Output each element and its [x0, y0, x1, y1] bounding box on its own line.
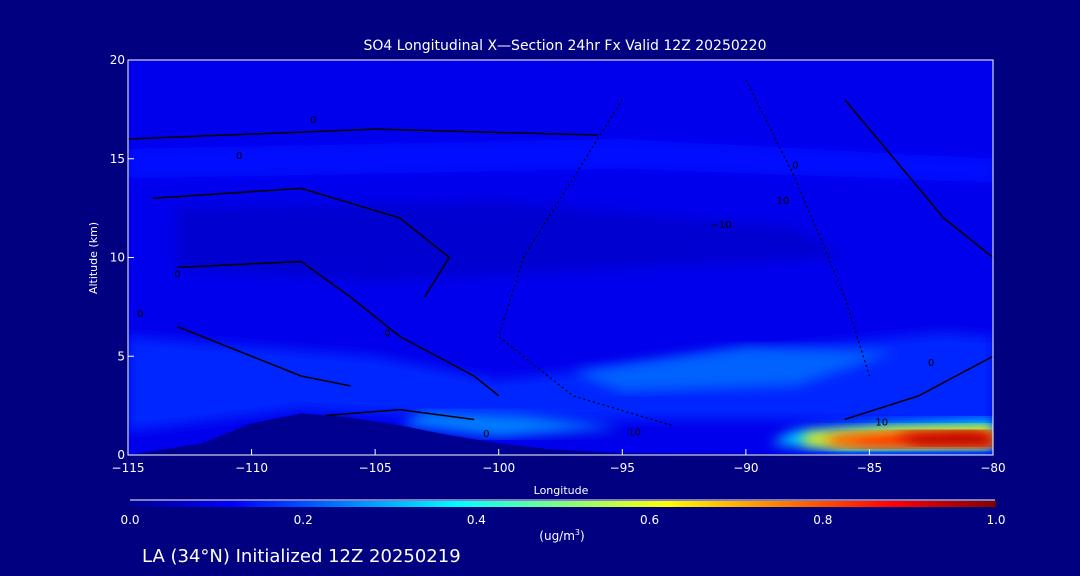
contour-line	[152, 187, 451, 298]
y-tick-label: 15	[110, 152, 125, 166]
x-tick-label: −95	[610, 461, 635, 475]
chart-title: SO4 Longitudinal X—Section 24hr Fx Valid…	[364, 38, 767, 54]
field-region	[177, 202, 845, 282]
y-axis-label: Altitude (km)	[87, 222, 100, 294]
x-tick-label: −105	[359, 461, 392, 475]
contour-line	[177, 260, 500, 397]
contour-label: −10	[711, 220, 732, 231]
concentration-field: 0 0 0 0 0 0 10 10 10 −10 0 0	[128, 60, 993, 455]
contour-label: 0	[310, 115, 316, 126]
colorbar-tick-label: 0.4	[467, 513, 486, 527]
contour-line	[844, 99, 993, 259]
colorbar-tick-label: 0.2	[294, 513, 313, 527]
field-region	[128, 139, 993, 183]
y-tick-label: 10	[110, 251, 125, 265]
field-region	[572, 346, 895, 392]
contour-label: 0	[928, 358, 934, 369]
field-region	[399, 411, 623, 438]
contour-label: 10	[628, 427, 641, 438]
y-tick-label: 5	[117, 349, 125, 363]
colorbar-tick-label: 1.0	[986, 513, 1005, 527]
colorbar-units: (ug/m3)	[539, 528, 584, 543]
contour-label: 10	[777, 196, 790, 207]
x-tick-label: −100	[482, 461, 515, 475]
contour-line	[325, 408, 475, 421]
colorbar-tick-label: 0.0	[120, 513, 139, 527]
contour-label: 0	[792, 161, 798, 172]
colorbar-tick-label: 0.8	[813, 513, 832, 527]
contour-line	[844, 355, 993, 421]
x-tick-label: −90	[733, 461, 758, 475]
contour-label: 0	[174, 269, 180, 280]
contour-line	[177, 325, 351, 387]
x-tick-label: −80	[980, 461, 1005, 475]
colorbar-tick-label: 0.6	[640, 513, 659, 527]
contour-line-dotted	[745, 79, 871, 377]
contour-label: 10	[875, 417, 888, 428]
y-tick-label: 20	[110, 53, 125, 67]
x-tick-label: −115	[112, 461, 145, 475]
x-tick-label: −85	[857, 461, 882, 475]
terrain	[128, 413, 993, 455]
contour-label: 0	[137, 309, 143, 320]
contour-line-dotted	[498, 99, 672, 426]
x-tick-label: −110	[235, 461, 268, 475]
contour-label: 0	[384, 329, 390, 340]
field-region	[894, 431, 993, 446]
contour-label: 0	[483, 429, 489, 440]
x-axis-label: Longitude	[534, 484, 589, 497]
footer-location: LA (34°N) Initialized 12Z 20250219	[142, 546, 461, 567]
contour-line	[128, 128, 598, 140]
contour-label: 0	[236, 151, 242, 162]
colorbar	[130, 501, 996, 507]
y-tick-label: 0	[117, 448, 125, 462]
